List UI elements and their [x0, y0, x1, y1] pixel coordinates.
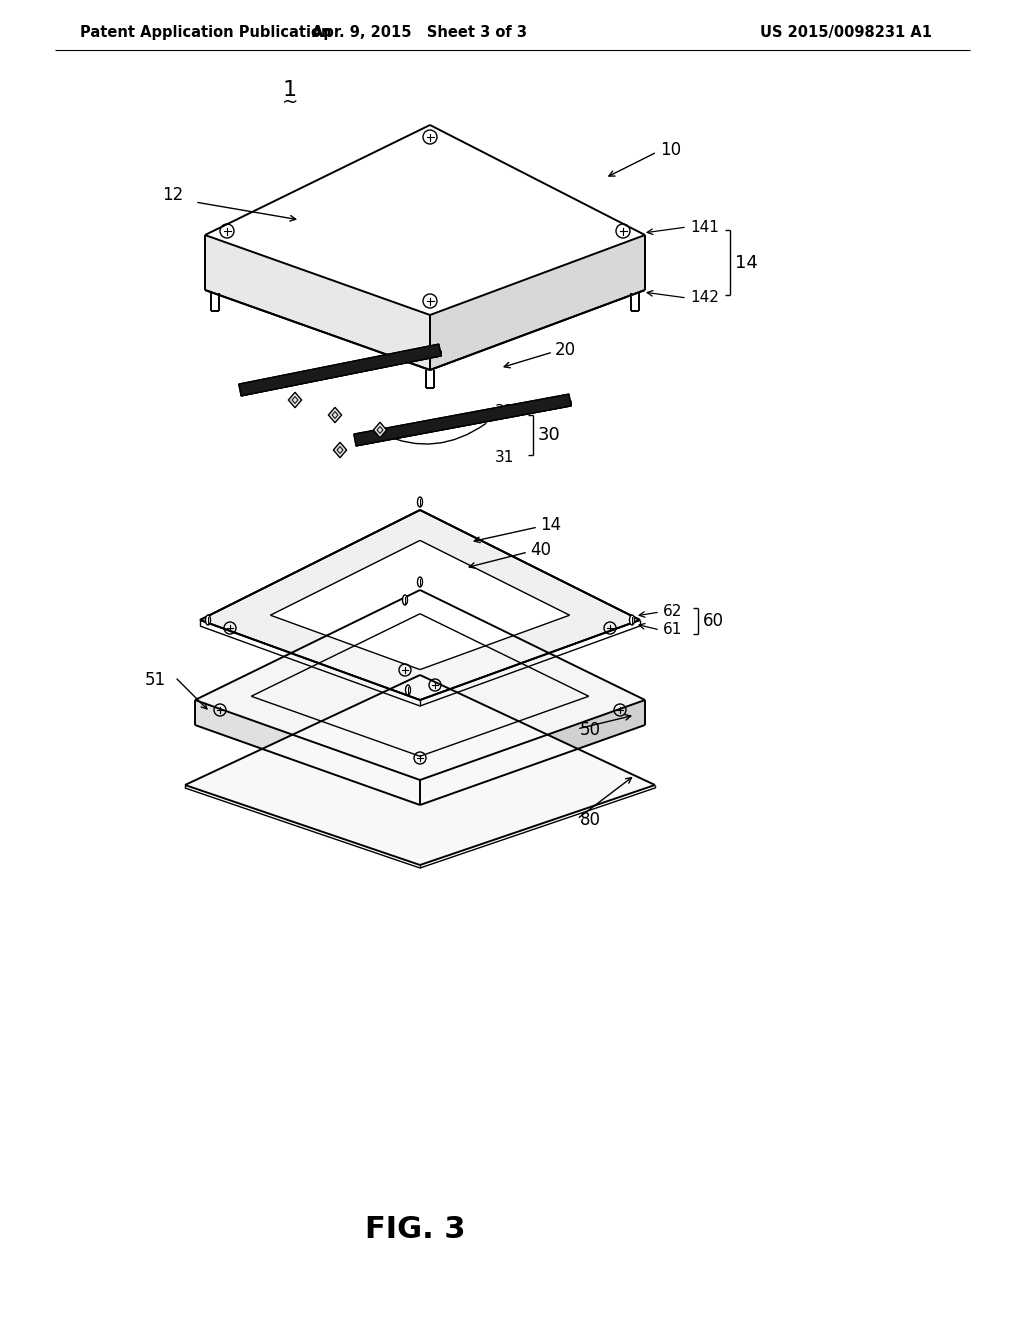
Text: 61: 61	[663, 623, 682, 638]
Text: 20: 20	[555, 341, 577, 359]
Ellipse shape	[406, 685, 411, 696]
Ellipse shape	[206, 615, 211, 624]
Polygon shape	[239, 345, 441, 396]
Polygon shape	[334, 442, 346, 458]
Text: 14: 14	[735, 253, 758, 272]
Polygon shape	[242, 351, 441, 396]
Text: US 2015/0098231 A1: US 2015/0098231 A1	[760, 25, 932, 41]
Text: ~: ~	[282, 92, 298, 111]
Text: 1: 1	[283, 81, 297, 100]
Polygon shape	[329, 408, 342, 422]
Text: 141: 141	[690, 219, 719, 235]
Polygon shape	[239, 345, 441, 396]
Polygon shape	[420, 700, 645, 805]
Text: 30: 30	[538, 426, 561, 444]
Polygon shape	[430, 235, 645, 370]
Text: 50: 50	[580, 721, 601, 739]
Text: Patent Application Publication: Patent Application Publication	[80, 25, 332, 41]
Ellipse shape	[418, 498, 423, 507]
Text: 32: 32	[495, 404, 514, 420]
Text: 14: 14	[540, 516, 561, 535]
Polygon shape	[205, 235, 430, 370]
Polygon shape	[200, 510, 640, 700]
Polygon shape	[289, 392, 302, 408]
Ellipse shape	[630, 615, 635, 624]
Polygon shape	[195, 590, 645, 780]
Text: 62: 62	[663, 605, 682, 619]
Text: FIG. 3: FIG. 3	[365, 1216, 465, 1245]
Ellipse shape	[402, 595, 408, 605]
Ellipse shape	[418, 577, 423, 587]
Text: 31: 31	[495, 450, 514, 466]
Polygon shape	[200, 510, 640, 700]
Polygon shape	[354, 395, 571, 446]
Text: 40: 40	[530, 541, 551, 558]
Polygon shape	[270, 540, 569, 669]
Polygon shape	[354, 395, 571, 446]
Text: 80: 80	[580, 810, 601, 829]
Text: 142: 142	[690, 290, 719, 305]
Polygon shape	[185, 675, 655, 865]
Text: 12: 12	[162, 186, 183, 205]
Text: 51: 51	[145, 671, 166, 689]
Text: 60: 60	[703, 612, 724, 630]
Text: Apr. 9, 2015   Sheet 3 of 3: Apr. 9, 2015 Sheet 3 of 3	[312, 25, 527, 41]
Polygon shape	[195, 700, 420, 805]
Text: 10: 10	[660, 141, 681, 158]
Polygon shape	[356, 401, 571, 446]
Polygon shape	[374, 422, 387, 438]
